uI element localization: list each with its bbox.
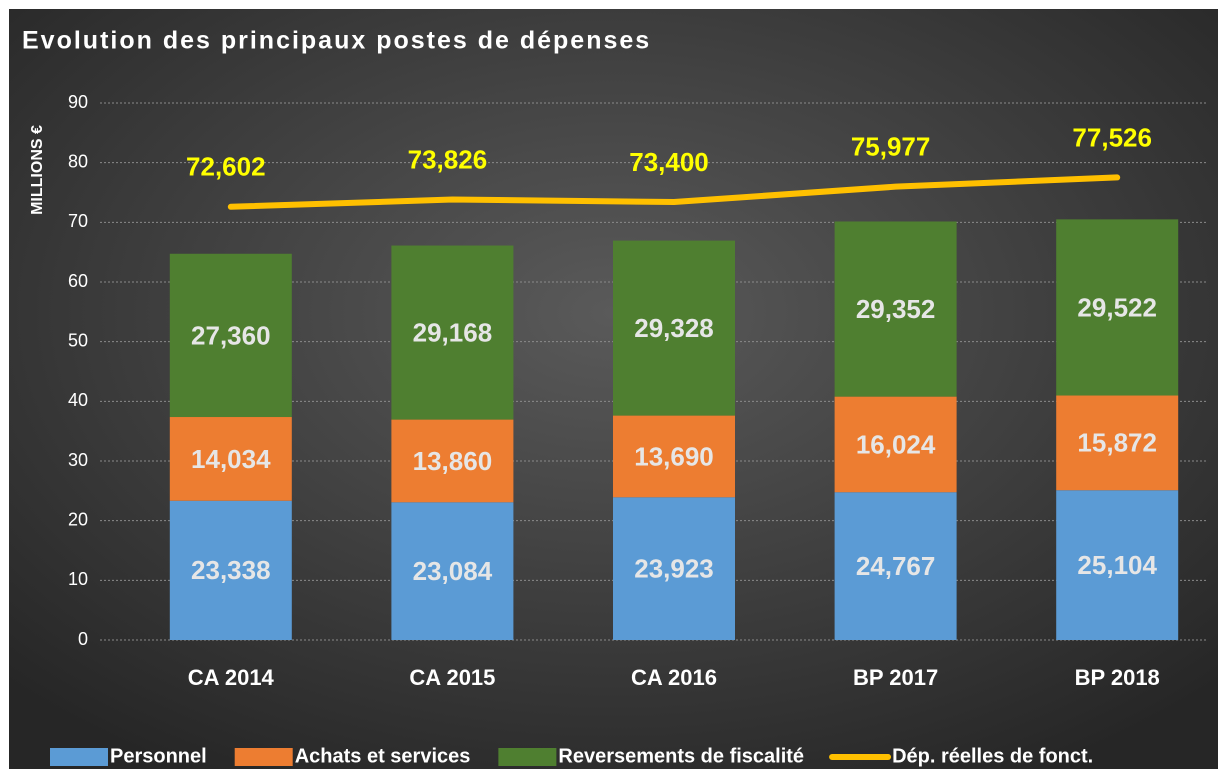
bar-segment — [613, 415, 735, 498]
y-tick-label: 80 — [68, 151, 88, 171]
line — [227, 174, 1121, 210]
data-label: 24,767 — [856, 551, 936, 581]
chart-title: Evolution des principaux postes de dépen… — [22, 27, 651, 55]
legend-swatch — [50, 748, 108, 766]
y-tick-label: 0 — [78, 629, 88, 649]
y-tick-label: 60 — [68, 271, 88, 291]
bar-segment — [1056, 490, 1179, 640]
bar-segment — [1056, 395, 1179, 491]
y-tick-label: 30 — [68, 450, 88, 470]
x-tick-label: BP 2018 — [1075, 665, 1160, 690]
bar-segment — [391, 502, 514, 640]
bar-segment — [613, 497, 735, 640]
data-label: 23,338 — [191, 555, 271, 585]
bar-segment — [834, 221, 957, 397]
data-label: 27,360 — [191, 320, 271, 350]
data-label: 13,690 — [634, 441, 714, 471]
y-tick-label: 40 — [68, 390, 88, 410]
y-axis-label: MILLIONS € — [29, 125, 46, 215]
legend-label: Achats et services — [295, 745, 471, 767]
y-tick-label: 90 — [68, 92, 88, 112]
bar-segment — [834, 492, 957, 640]
data-label: 25,104 — [1077, 550, 1157, 580]
data-label: 29,522 — [1077, 292, 1157, 322]
bar-segment — [169, 417, 292, 501]
x-tick-label: BP 2017 — [853, 665, 938, 690]
bar-segment — [613, 240, 735, 416]
data-label: 23,084 — [413, 556, 493, 586]
data-label: 29,328 — [634, 313, 714, 343]
bar-segment — [391, 245, 514, 420]
bar-segment — [169, 253, 292, 418]
data-label: 73,400 — [629, 147, 709, 177]
data-label: 15,872 — [1077, 428, 1157, 458]
y-tick-label: 70 — [68, 211, 88, 231]
y-tick-label: 50 — [68, 330, 88, 350]
bar-segment — [391, 419, 514, 503]
legend-swatch — [498, 748, 557, 766]
y-tick-label: 10 — [68, 569, 88, 589]
x-tick-label: CA 2014 — [188, 665, 275, 690]
legend-swatch — [234, 748, 293, 766]
data-label: 13,860 — [413, 446, 493, 476]
bar-segment — [834, 396, 957, 493]
data-label: 72,602 — [186, 152, 266, 182]
x-tick-label: CA 2015 — [409, 665, 495, 690]
legend-label: Reversements de fiscalité — [558, 745, 804, 767]
data-label: 14,034 — [191, 444, 271, 474]
data-label: 16,024 — [856, 429, 936, 459]
bar-segment — [169, 500, 292, 640]
data-label: 77,526 — [1072, 122, 1152, 152]
data-label: 23,923 — [634, 554, 714, 584]
data-label: 29,352 — [856, 294, 936, 324]
data-label: 73,826 — [408, 144, 488, 174]
bar-segment — [1056, 219, 1179, 396]
legend-label: Personnel — [110, 745, 207, 767]
data-label: 75,977 — [851, 132, 931, 162]
data-label: 29,168 — [413, 317, 493, 347]
x-tick-label: CA 2016 — [631, 665, 717, 690]
y-tick-label: 20 — [68, 509, 88, 529]
legend-label: Dép. réelles de fonct. — [892, 745, 1093, 767]
